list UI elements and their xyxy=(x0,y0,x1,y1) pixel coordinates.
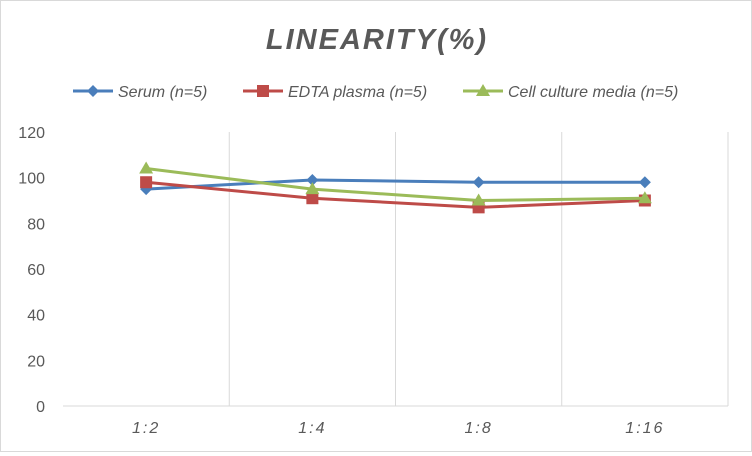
legend: Serum (n=5) EDTA plasma (n=5) Cell culture… xyxy=(73,84,678,101)
y-tick-label: 20 xyxy=(27,353,45,370)
y-tick-label: 0 xyxy=(36,399,45,416)
legend-label: Cell culture media (n=5) xyxy=(508,84,678,101)
diamond-marker xyxy=(638,176,651,189)
axes: 0 20 40 60 80 100 120 1:2 1:4 1:8 1:16 xyxy=(18,125,728,437)
x-tick-label: 1:2 xyxy=(132,420,160,437)
triangle-marker xyxy=(637,191,652,204)
series-2 xyxy=(139,161,652,206)
diamond-marker xyxy=(472,176,485,189)
y-tick-label: 80 xyxy=(27,216,45,233)
series-line xyxy=(145,180,645,209)
x-tick-label: 1:8 xyxy=(465,420,493,437)
square-marker xyxy=(140,176,153,189)
triangle-marker xyxy=(139,161,154,174)
legend-label: Serum (n=5) xyxy=(118,84,207,101)
y-tick-label: 120 xyxy=(18,125,45,142)
series-line xyxy=(145,167,645,203)
diamond-marker xyxy=(306,173,319,186)
legend-label: EDTA plasma (n=5) xyxy=(288,84,427,101)
y-tick-label: 60 xyxy=(27,262,45,279)
series-0 xyxy=(140,173,651,196)
grid xyxy=(228,132,729,406)
diamond-marker xyxy=(87,85,99,97)
triangle-marker xyxy=(476,84,490,96)
y-tick-label: 40 xyxy=(27,308,45,325)
chart-title: LINEARITY(%) xyxy=(266,24,488,56)
x-tick-label: 1:4 xyxy=(298,420,326,437)
series-line xyxy=(146,178,645,191)
series-group xyxy=(139,161,652,214)
y-tick-label: 100 xyxy=(18,171,45,188)
triangle-marker xyxy=(471,193,486,206)
square-marker xyxy=(306,192,319,205)
square-marker xyxy=(257,85,269,97)
triangle-marker xyxy=(305,182,320,195)
x-tick-label: 1:16 xyxy=(625,420,664,437)
